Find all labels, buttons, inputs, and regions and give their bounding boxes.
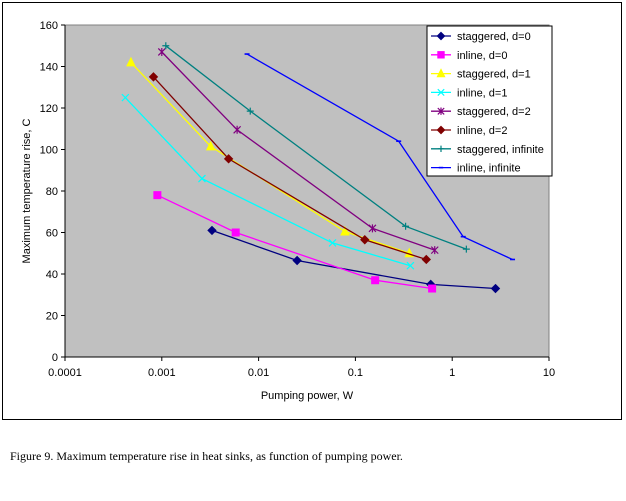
x-tick-label: 1 (449, 367, 455, 379)
legend-marker (437, 88, 445, 97)
data-point (340, 225, 350, 236)
data-point (421, 254, 432, 265)
data-point (430, 246, 439, 255)
figure-caption: Figure 9. Maximum temperature rise in he… (10, 449, 403, 463)
data-point (121, 93, 130, 102)
axes: 0 20 40 60 80 100 120 140 160 0.0001 0.001 0.01 0.1 1… (21, 20, 555, 402)
y-tick-label: 100 (40, 145, 58, 157)
legend-label: inline, d=1 (457, 87, 507, 99)
series-1 (153, 191, 437, 293)
x-tick-label: 0.0001 (48, 367, 82, 379)
legend-label: inline, d=2 (457, 125, 507, 137)
legend-marker (436, 125, 446, 135)
legend-label: staggered, d=2 (457, 106, 531, 118)
y-tick-label: 80 (46, 186, 58, 198)
series-line (124, 97, 411, 267)
series-4 (157, 47, 439, 255)
data-point (126, 56, 136, 67)
data-point (328, 238, 337, 247)
series-5 (148, 72, 432, 265)
legend-item: inline, d=1 (431, 87, 507, 99)
x-tick-label: 0.1 (348, 367, 363, 379)
legend-box (426, 25, 553, 177)
chart: 0 20 40 60 80 100 120 140 160 0.0001 0.001 0.01 0.1 1… (21, 20, 555, 402)
y-tick-label: 20 (46, 311, 58, 323)
legend-marker (437, 145, 445, 152)
data-point (371, 276, 380, 285)
legend-marker (437, 107, 445, 115)
data-point (402, 222, 410, 230)
legend-label: staggered, d=1 (457, 69, 531, 81)
y-tick-label: 60 (46, 228, 58, 240)
data-point (205, 140, 216, 151)
y-tick-label: 160 (40, 20, 58, 32)
legend-label: inline, infinite (457, 163, 521, 175)
y-tick-label: 40 (46, 269, 58, 281)
series-line (130, 61, 410, 254)
legend: staggered, d=0 inline, d=0 staggered, d=1 i… (426, 25, 553, 177)
legend-item: staggered, d=1 (431, 68, 531, 81)
series-line (157, 194, 433, 290)
series-6 (162, 42, 470, 253)
series-line (161, 51, 435, 251)
legend-marker (437, 51, 445, 59)
y-tick-label: 0 (52, 352, 58, 364)
data-point (292, 255, 302, 266)
series-3 (121, 93, 415, 270)
legend-item: staggered, infinite (431, 144, 544, 156)
series-2 (126, 56, 415, 258)
legend-marker (436, 31, 446, 41)
data-point (360, 235, 370, 245)
y-axis-title: Maximum temperature rise, C (21, 119, 33, 264)
series-line (211, 229, 496, 290)
data-point (246, 107, 254, 115)
data-point (428, 284, 437, 293)
x-tick-label: 0.001 (148, 367, 176, 379)
legend-item: inline, infinite (431, 163, 521, 175)
series-line (246, 53, 513, 261)
x-tick-label: 0.01 (248, 367, 269, 379)
x-tick-label: 10 (543, 367, 555, 379)
series-line (153, 76, 427, 261)
y-tick-label: 140 (40, 62, 58, 74)
data-point (153, 191, 162, 200)
data-point (223, 154, 234, 164)
legend-item: staggered, d=0 (431, 31, 531, 43)
legend-item: staggered, d=2 (431, 106, 531, 118)
series-layer (121, 42, 516, 294)
legend-item: inline, d=2 (431, 125, 507, 137)
legend-label: staggered, d=0 (457, 31, 531, 43)
data-point (368, 224, 377, 233)
data-point (148, 72, 159, 82)
data-point (462, 245, 470, 253)
data-point (233, 125, 242, 134)
y-tick-label: 120 (40, 103, 58, 115)
x-axis-title: Pumping power, W (261, 390, 354, 402)
legend-item: inline, d=0 (431, 50, 507, 62)
data-point (231, 228, 240, 237)
data-point (406, 261, 415, 270)
legend-label: inline, d=0 (457, 50, 507, 62)
data-point (157, 47, 166, 56)
series-7 (244, 53, 516, 261)
legend-label: staggered, infinite (457, 144, 544, 156)
legend-marker (436, 68, 446, 78)
data-point (162, 42, 170, 50)
data-point (198, 174, 206, 183)
data-point (207, 225, 217, 236)
series-line (165, 45, 467, 250)
chart-area (2, 2, 622, 420)
data-point (490, 283, 501, 294)
